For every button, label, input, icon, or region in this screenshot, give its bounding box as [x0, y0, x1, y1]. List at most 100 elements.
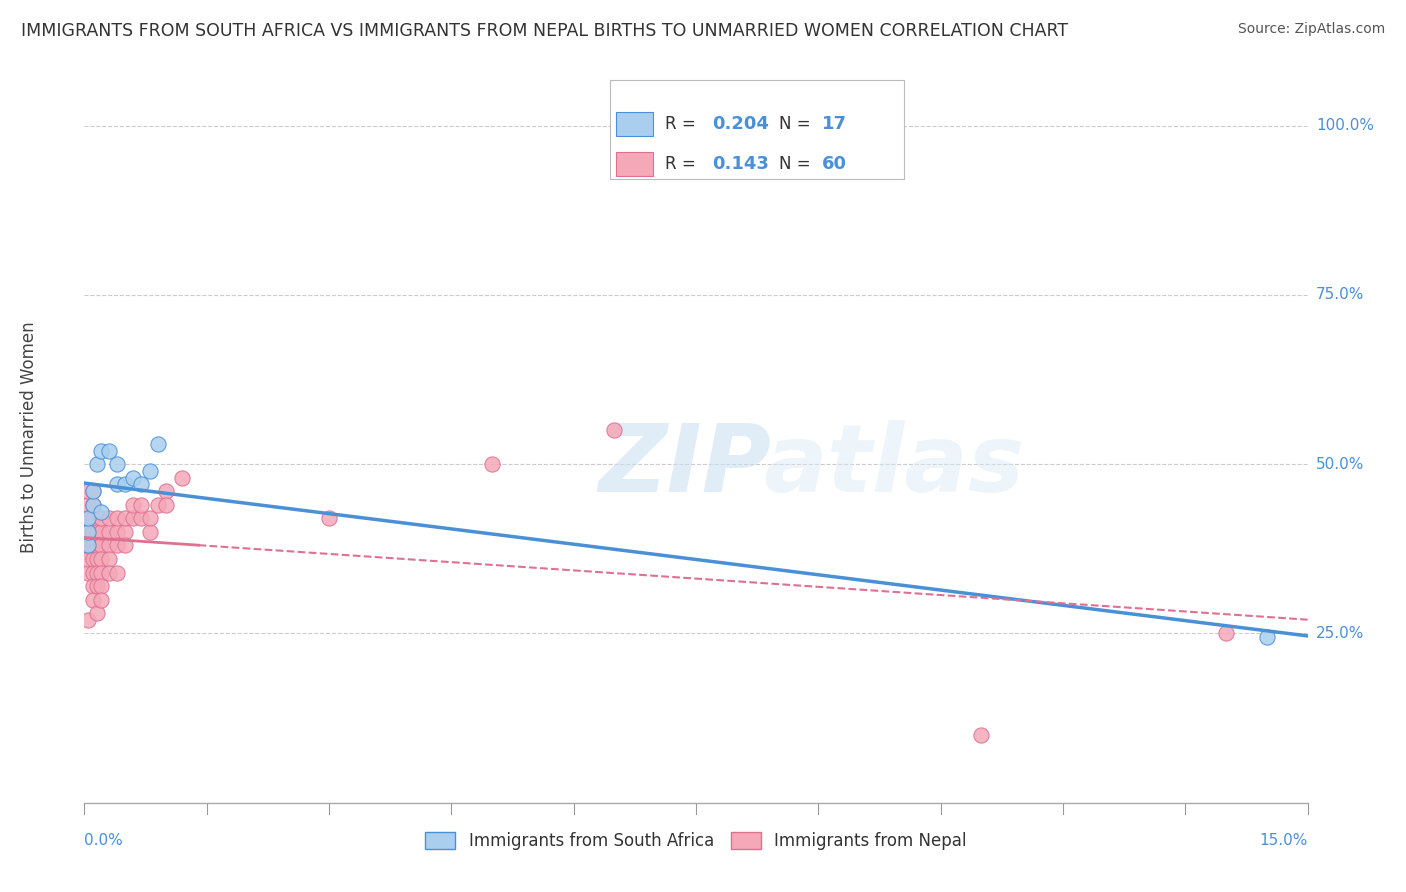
Point: [86, 606, 108, 620]
Point: [90, 511, 112, 525]
Text: 0.143: 0.143: [711, 155, 769, 173]
Point: [131, 511, 153, 525]
Point: [1215, 626, 1237, 640]
Point: [82, 579, 104, 593]
Point: [90, 524, 112, 539]
Text: 50.0%: 50.0%: [1316, 457, 1364, 472]
Point: [122, 498, 145, 512]
Text: Births to Unmarried Women: Births to Unmarried Women: [20, 321, 38, 553]
Point: [82, 524, 104, 539]
Text: N =: N =: [779, 155, 815, 173]
Point: [105, 511, 128, 525]
Point: [146, 498, 169, 512]
Point: [86, 579, 108, 593]
Point: [155, 498, 177, 512]
FancyBboxPatch shape: [616, 112, 654, 136]
Point: [82, 566, 104, 580]
Point: [90, 552, 112, 566]
Text: R =: R =: [665, 155, 702, 173]
Point: [82, 484, 104, 499]
Point: [86, 566, 108, 580]
Point: [97, 524, 120, 539]
Point: [1256, 630, 1278, 644]
Point: [138, 524, 160, 539]
Point: [82, 538, 104, 552]
Point: [122, 471, 145, 485]
Text: 25.0%: 25.0%: [1316, 626, 1364, 641]
Point: [86, 457, 108, 471]
Point: [82, 552, 104, 566]
Point: [318, 511, 340, 525]
Point: [77, 524, 100, 539]
Point: [77, 538, 100, 552]
Point: [105, 457, 128, 471]
Point: [82, 511, 104, 525]
Point: [97, 443, 120, 458]
Point: [97, 538, 120, 552]
Text: 0.0%: 0.0%: [84, 833, 124, 848]
Point: [105, 566, 128, 580]
Point: [97, 552, 120, 566]
Text: 75.0%: 75.0%: [1316, 287, 1364, 302]
Point: [76, 532, 98, 546]
Point: [155, 484, 177, 499]
Text: atlas: atlas: [763, 420, 1025, 512]
Point: [146, 437, 169, 451]
Point: [114, 524, 136, 539]
Point: [77, 552, 100, 566]
Point: [77, 566, 100, 580]
Point: [86, 552, 108, 566]
Text: N =: N =: [779, 115, 815, 133]
Point: [90, 592, 112, 607]
Point: [97, 566, 120, 580]
Point: [105, 477, 128, 491]
Point: [114, 538, 136, 552]
Point: [86, 524, 108, 539]
Point: [603, 423, 626, 437]
Text: IMMIGRANTS FROM SOUTH AFRICA VS IMMIGRANTS FROM NEPAL BIRTHS TO UNMARRIED WOMEN : IMMIGRANTS FROM SOUTH AFRICA VS IMMIGRAN…: [21, 22, 1069, 40]
Text: 0.204: 0.204: [711, 115, 769, 133]
Point: [82, 592, 104, 607]
Point: [90, 505, 112, 519]
Point: [122, 511, 145, 525]
Point: [82, 484, 104, 499]
Point: [77, 613, 100, 627]
Text: R =: R =: [665, 115, 702, 133]
Point: [172, 471, 194, 485]
Point: [90, 538, 112, 552]
Point: [77, 511, 100, 525]
Point: [90, 579, 112, 593]
Text: 15.0%: 15.0%: [1260, 833, 1308, 848]
Point: [77, 538, 100, 552]
Text: 60: 60: [823, 155, 846, 173]
Point: [82, 498, 104, 512]
Point: [138, 511, 160, 525]
Point: [131, 498, 153, 512]
Point: [481, 457, 503, 471]
FancyBboxPatch shape: [616, 153, 654, 176]
Text: 17: 17: [823, 115, 846, 133]
Point: [114, 477, 136, 491]
Point: [76, 538, 98, 552]
FancyBboxPatch shape: [610, 80, 904, 179]
Point: [77, 511, 100, 525]
Point: [86, 538, 108, 552]
Point: [114, 511, 136, 525]
Point: [90, 566, 112, 580]
Text: Source: ZipAtlas.com: Source: ZipAtlas.com: [1237, 22, 1385, 37]
Point: [131, 477, 153, 491]
Point: [82, 498, 104, 512]
Text: ZIP: ZIP: [598, 420, 770, 512]
Point: [76, 545, 98, 559]
Point: [77, 524, 100, 539]
Point: [105, 524, 128, 539]
Point: [77, 498, 100, 512]
Text: 100.0%: 100.0%: [1316, 118, 1374, 133]
Point: [970, 728, 993, 742]
Point: [97, 511, 120, 525]
Point: [105, 538, 128, 552]
Legend: Immigrants from South Africa, Immigrants from Nepal: Immigrants from South Africa, Immigrants…: [419, 825, 973, 856]
Point: [90, 443, 112, 458]
Point: [138, 464, 160, 478]
Point: [77, 484, 100, 499]
